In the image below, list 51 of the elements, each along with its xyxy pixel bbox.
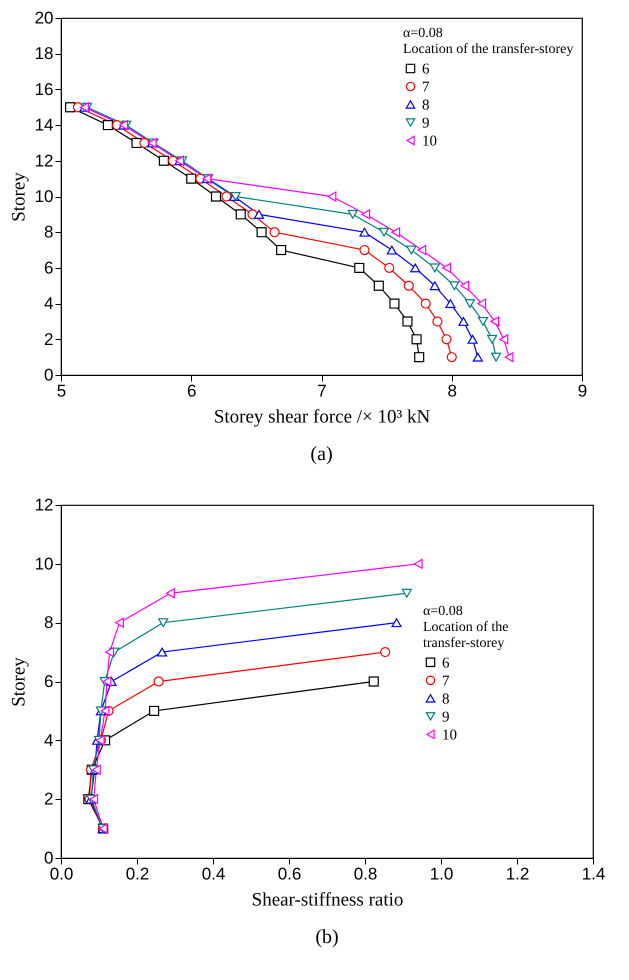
- y-tick-label: 20: [34, 8, 54, 28]
- y-tick-label: 6: [44, 258, 54, 278]
- y-tick-label: 10: [34, 554, 54, 574]
- legend-label: 9: [442, 709, 450, 726]
- y-tick-label: 2: [44, 790, 54, 809]
- legend-label: 7: [442, 673, 450, 690]
- x-tick-label: 0.8: [354, 864, 378, 884]
- y-tick-label: 12: [34, 151, 54, 170]
- x-tick-label: 1.0: [430, 864, 454, 884]
- y-axis-title: Storey: [8, 656, 30, 707]
- x-tick-label: 0.4: [202, 864, 226, 884]
- y-tick-label: 16: [34, 80, 54, 99]
- x-tick-label: 9: [578, 382, 588, 400]
- y-tick-label: 4: [44, 294, 54, 314]
- legend-label: 10: [442, 727, 457, 744]
- legend-title: Location of the transfer-storey: [403, 42, 574, 57]
- x-tick-label: 0.6: [278, 864, 302, 884]
- text: (b): [315, 926, 339, 948]
- x-axis-title: Storey shear force /× 10³ kN: [214, 406, 430, 428]
- x-tick-label: 1.4: [582, 864, 606, 884]
- y-tick-label: 14: [34, 116, 54, 135]
- x-tick-label: 7: [317, 382, 327, 400]
- x-axis-title: Shear-stiffness ratio: [252, 890, 404, 910]
- x-tick-label: 6: [187, 382, 196, 400]
- y-tick-label: 4: [44, 730, 54, 750]
- y-tick-label: 12: [34, 496, 54, 514]
- text: (a): [310, 443, 333, 465]
- y-tick-label: 8: [44, 222, 54, 242]
- y-tick-label: 0: [44, 366, 54, 384]
- legend-label: 7: [422, 80, 430, 96]
- annotation: α=0.08: [403, 26, 443, 41]
- annotation: α=0.08: [423, 604, 463, 619]
- legend-label: 9: [422, 116, 430, 132]
- x-tick-label: 5: [56, 382, 66, 400]
- x-tick-label: 8: [448, 382, 457, 400]
- legend-label: 8: [442, 691, 450, 708]
- legend-label: 6: [422, 62, 430, 78]
- legend-title: Location of the transfer-storey: [423, 620, 509, 651]
- y-tick-label: 8: [44, 613, 54, 632]
- y-tick-label: 2: [44, 330, 54, 349]
- x-tick-label: 0.2: [126, 864, 150, 884]
- legend-label: 10: [422, 134, 437, 150]
- x-tick-label: 0.0: [50, 864, 74, 884]
- y-tick-label: 10: [34, 187, 54, 206]
- y-tick-label: 18: [34, 44, 54, 64]
- legend-label: 6: [442, 655, 450, 672]
- y-tick-label: 0: [44, 848, 54, 868]
- y-tick-label: 6: [44, 672, 54, 691]
- legend-label: 8: [422, 98, 430, 114]
- x-tick-label: 1.2: [506, 864, 530, 884]
- y-axis-title: Storey: [8, 172, 30, 222]
